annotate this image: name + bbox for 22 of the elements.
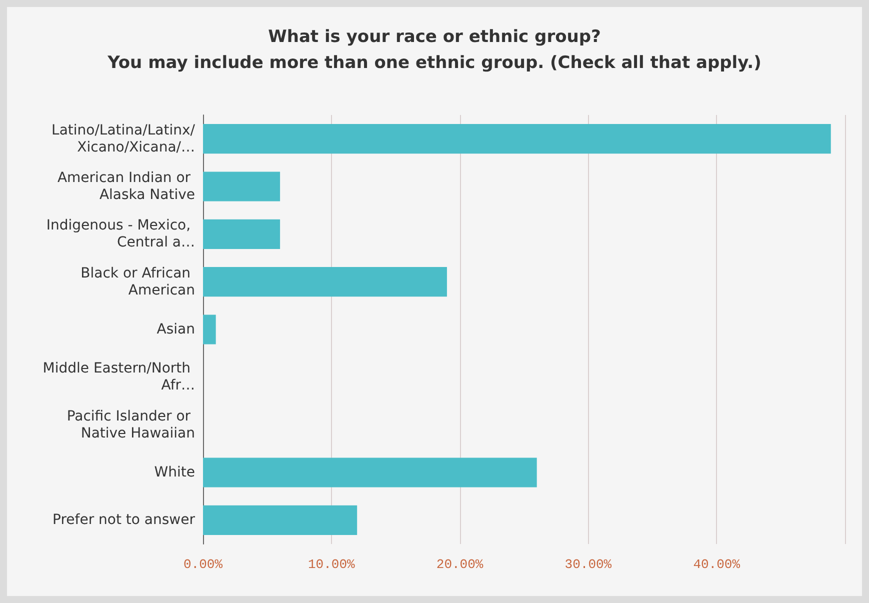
bar	[203, 505, 358, 535]
y-tick-label: Latino/Latina/Latinx/Xicano/Xicana/…	[52, 122, 196, 156]
bar	[203, 267, 447, 297]
bar	[203, 172, 280, 202]
y-tick-label: American Indian or Alaska Native	[57, 170, 195, 203]
chart-title: What is your race or ethnic group? You may include more than one ethnic group. (Check all that apply.)	[106, 27, 762, 73]
bar	[203, 124, 831, 154]
x-tick-label: 0.00%	[183, 557, 223, 572]
y-tick-label: Middle Eastern/North Afr…	[42, 360, 195, 394]
x-tick-label: 30.00%	[564, 557, 612, 572]
bar	[203, 458, 537, 488]
y-tick-label: Asian	[156, 322, 195, 338]
x-tick-label: 10.00%	[308, 557, 355, 572]
y-tick-label: Black or African American	[80, 265, 195, 298]
y-tick-label: White	[154, 464, 195, 480]
bar	[203, 219, 280, 249]
y-tick-label: Prefer not to answer	[52, 512, 196, 528]
y-tick-label: Pacific Islander or Native Hawaiian	[66, 408, 195, 442]
x-tick-label: 40.00%	[693, 557, 740, 572]
y-tick-label: Indigenous - Mexico, Central a…	[46, 218, 195, 251]
bar	[203, 314, 216, 344]
x-tick-label: 20.00%	[436, 557, 484, 572]
